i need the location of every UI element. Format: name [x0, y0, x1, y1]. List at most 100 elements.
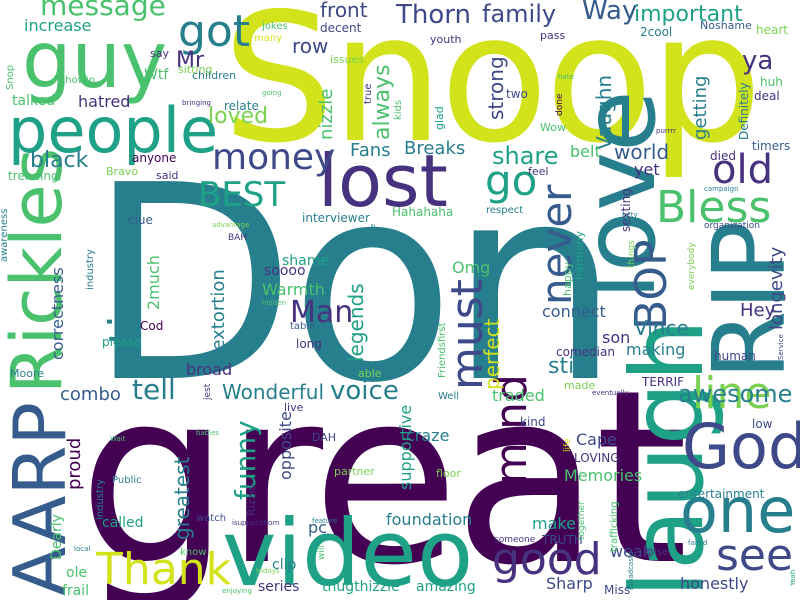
word-greatest: greatest	[170, 456, 194, 540]
word-son: son	[602, 328, 631, 347]
word-local: local	[74, 545, 91, 553]
word-old: old	[712, 147, 773, 193]
word-hatred: hatred	[78, 92, 131, 111]
word-trafficking: trafficking	[609, 501, 620, 552]
word-ole: ole	[66, 565, 88, 581]
word-timers: timers	[752, 139, 791, 153]
word-2cool: 2cool	[640, 25, 673, 39]
word-way: Way	[582, 0, 638, 26]
word-heart: heart	[756, 23, 788, 37]
word-thank: Thank	[96, 544, 232, 595]
word-human: human	[714, 349, 756, 363]
word-made: made	[564, 379, 596, 392]
word-huh: huh	[760, 75, 783, 89]
word-front: front	[320, 0, 368, 22]
word-entertainment: entertainment	[678, 487, 765, 501]
word-issues: issues	[330, 53, 364, 66]
word-supportive: supportive	[396, 404, 415, 490]
word-hey: Hey	[740, 300, 776, 321]
word-jokes: jokes	[262, 21, 288, 32]
word-hahahaha: Hahahaha	[392, 205, 454, 219]
word-fans: Fans	[350, 140, 391, 161]
word-best: BEST	[198, 175, 286, 215]
word-truth: TRUTH	[542, 533, 583, 547]
word-world: world	[614, 140, 670, 164]
word-clue: clue	[128, 213, 153, 227]
word-connect: connect	[542, 302, 606, 321]
word-yeah: Yeah	[789, 569, 797, 586]
word-hidden: hidden	[262, 299, 287, 307]
word-yet: yet	[634, 160, 660, 179]
word-memories: Memories	[564, 466, 643, 485]
word-together: together	[577, 501, 587, 540]
word-wait: Wait	[110, 435, 126, 443]
word-terrif: TERRIF	[642, 375, 685, 389]
word-money: money	[212, 137, 336, 178]
word-table: table	[290, 321, 316, 332]
word-good: good	[492, 534, 602, 585]
word-great: great	[78, 338, 689, 600]
word-two: two	[506, 87, 528, 101]
word-going: going	[262, 89, 282, 97]
word-one: one	[680, 474, 796, 547]
word-friendsfirst: Friendsfirst	[437, 322, 448, 378]
word-make: make	[532, 514, 576, 533]
word-failed: failed	[688, 539, 708, 547]
word-industry: industry	[85, 249, 96, 290]
word-wtf: Wtf	[144, 67, 169, 83]
word-able: able	[358, 367, 382, 380]
word-floor: floor	[436, 467, 461, 480]
word-everybody: everybody	[687, 242, 697, 290]
word-snoop: Snoop	[222, 0, 763, 182]
word-someone: someone	[494, 535, 536, 545]
word-definitely: Definitely	[737, 82, 751, 140]
word-black: black	[30, 148, 89, 173]
word-still: still	[548, 354, 587, 379]
word-snop: Snop	[5, 64, 16, 90]
word-bravo: Bravo	[106, 165, 139, 178]
word-combo: combo	[60, 384, 121, 405]
word-share: share	[492, 142, 559, 170]
word-honestly: honestly	[680, 574, 749, 593]
word-weak: weak	[610, 542, 652, 561]
word-hate: hate	[558, 73, 574, 81]
word-line: line	[692, 368, 772, 419]
word-people: people	[8, 94, 219, 167]
word-omg: Omg	[452, 258, 491, 277]
word-true: true	[363, 83, 374, 104]
word-opposite: opposite	[276, 411, 295, 480]
word-sextortion: sextortion	[208, 269, 229, 360]
word-miss: Miss	[604, 583, 631, 597]
word-got: got	[178, 6, 251, 57]
word-2much: 2much	[144, 255, 163, 310]
word-awareness: awareness	[0, 208, 10, 262]
word-industry-2: industry	[95, 479, 106, 520]
word-enjoying: enjoying	[222, 587, 252, 595]
word-kind: kind	[520, 415, 546, 429]
word-public: Public	[112, 475, 142, 486]
word-respect: respect	[486, 205, 524, 216]
word-loving: LOVING	[574, 451, 620, 465]
word-pass: pass	[540, 29, 566, 42]
word-series: series	[258, 579, 300, 595]
word-dearly: Dearly	[49, 514, 65, 560]
word-thorn: Thorn	[396, 0, 471, 30]
word-shame: shame	[282, 253, 329, 269]
word-please: please	[102, 335, 142, 349]
word-know: know	[180, 547, 207, 558]
word-sharp: Sharp	[546, 574, 593, 593]
word-guy: guy	[22, 16, 168, 106]
word-family: family	[482, 0, 557, 28]
word-proud: proud	[64, 437, 85, 490]
word-service: Service	[777, 334, 785, 360]
word-jest: jest	[203, 383, 213, 400]
word-low: low	[752, 417, 773, 431]
word-strong: strong	[484, 56, 508, 120]
word-see: see	[716, 530, 794, 581]
word-pc: pc	[308, 518, 327, 537]
word-wow: Wow	[540, 121, 566, 134]
word-rizzel: Rizzel	[245, 483, 258, 516]
word-said: said	[156, 169, 179, 182]
word-sitting: sitting	[178, 63, 213, 76]
